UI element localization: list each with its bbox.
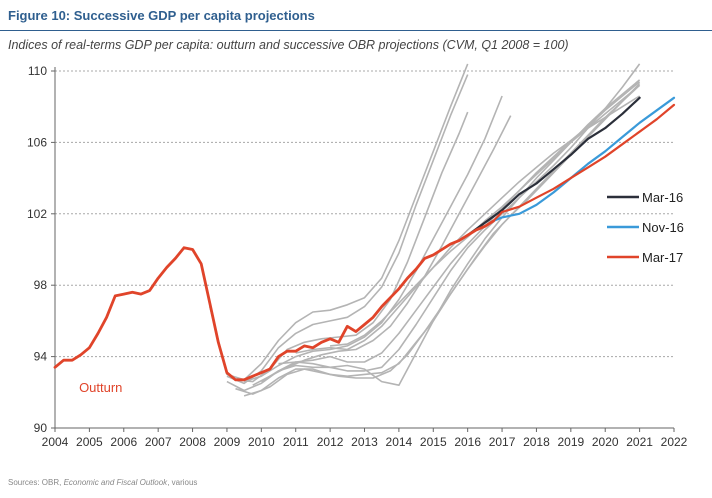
chart: 90 94 98 102 106 110 2004 2005 2006 2007 2008 2009 2…: [27, 63, 688, 449]
y-tick-label: 94: [34, 350, 48, 364]
source-publication: Economic and Fiscal Outlook: [63, 478, 168, 487]
mar17-line: [492, 103, 676, 222]
previous-projection-line: [226, 74, 469, 385]
previous-projection-line: [243, 84, 641, 397]
previous-projection-line: [226, 63, 641, 392]
previous-projection-line: [330, 84, 641, 347]
y-tick-label: 102: [27, 207, 47, 221]
y-tick-label: 90: [34, 421, 48, 435]
x-tick-label: 2010: [248, 435, 275, 449]
x-tick-label: 2022: [661, 435, 688, 449]
previous-projection-line: [235, 82, 641, 395]
axes: 90 94 98 102 106 110 2004 2005 2006 2007 2008 2009 2…: [27, 64, 688, 449]
legend: Mar-16 Nov-16 Mar-17: [607, 190, 684, 265]
highlighted-series: Outturn: [53, 96, 676, 395]
x-tick-label: 2011: [283, 435, 309, 449]
title-rule: [0, 30, 712, 31]
x-tick-label: 2013: [351, 435, 378, 449]
figure-title: Figure 10: Successive GDP per capita pro…: [8, 8, 315, 23]
legend-label-mar16: Mar-16: [642, 190, 683, 205]
y-tick-label: 110: [28, 64, 47, 78]
x-tick-label: 2006: [110, 435, 137, 449]
outturn-line: [53, 219, 495, 382]
nov16-line: [492, 96, 676, 222]
x-tick-label: 2014: [386, 435, 413, 449]
x-tick-label: 2017: [489, 435, 516, 449]
previous-projection-line: [243, 95, 503, 383]
x-tick-label: 2021: [626, 435, 653, 449]
legend-label-mar17: Mar-17: [642, 250, 683, 265]
x-tick-label: 2016: [454, 435, 481, 449]
legend-label-nov16: Nov-16: [642, 220, 684, 235]
x-tick-label: 2018: [523, 435, 550, 449]
x-tick-label: 2005: [76, 435, 103, 449]
x-tick-label: 2019: [557, 435, 584, 449]
mar16-line: [466, 96, 641, 237]
previous-projection-line: [209, 63, 469, 381]
x-tick-label: 2009: [214, 435, 241, 449]
x-tick-label: 2015: [420, 435, 447, 449]
figure-subtitle: Indices of real-terms GDP per capita: ou…: [8, 38, 569, 52]
grid-lines: [55, 70, 674, 358]
source-suffix: , various: [167, 478, 198, 487]
previous-projections: [209, 63, 641, 397]
source-prefix: Sources: OBR,: [8, 478, 64, 487]
x-tick-label: 2004: [42, 435, 69, 449]
y-tick-label: 98: [34, 278, 48, 292]
y-tick-label: 106: [27, 135, 47, 149]
x-tick-label: 2012: [317, 435, 344, 449]
source-note: Sources: OBR, Economic and Fiscal Outloo…: [8, 478, 197, 487]
x-tick-label: 2007: [145, 435, 172, 449]
x-tick-label: 2008: [179, 435, 206, 449]
x-tick-label: 2020: [592, 435, 619, 449]
previous-projection-line: [252, 115, 512, 386]
previous-projection-line: [278, 81, 641, 365]
annotation-outturn: Outturn: [79, 380, 122, 395]
